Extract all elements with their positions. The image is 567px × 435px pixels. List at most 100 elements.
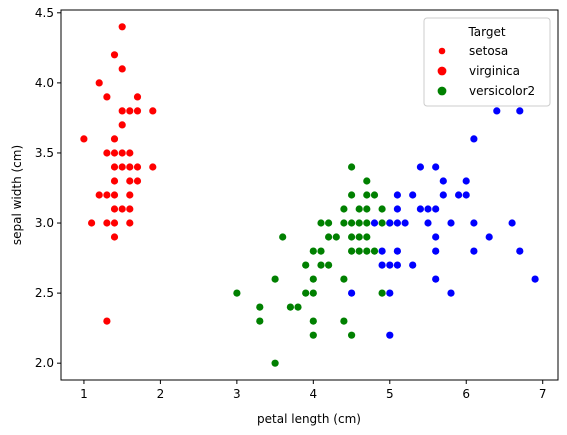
point-setosa <box>133 107 142 115</box>
point-setosa <box>133 163 142 171</box>
point-setosa <box>110 219 119 227</box>
legend-entries: setosa virginica versicolor2 <box>437 44 535 98</box>
point-setosa <box>126 149 134 157</box>
point-setosa <box>110 177 119 185</box>
point-virginica <box>432 247 440 255</box>
point-versicolor2 <box>363 191 371 199</box>
point-setosa <box>95 191 103 199</box>
point-virginica <box>393 261 401 269</box>
x-tick-label: 5 <box>386 387 394 401</box>
point-versicolor2 <box>363 233 371 241</box>
point-virginica <box>531 275 539 283</box>
point-setosa <box>110 205 119 213</box>
point-virginica <box>470 247 478 255</box>
point-versicolor2 <box>302 261 310 269</box>
x-tick-label: 7 <box>539 387 547 401</box>
point-virginica <box>432 275 440 283</box>
point-versicolor2 <box>355 247 363 255</box>
legend: Target setosa virginica versicolor2 <box>423 17 551 107</box>
point-virginica <box>401 219 409 227</box>
y-tick-label: 4.5 <box>35 6 54 20</box>
point-virginica <box>409 191 417 199</box>
point-versicolor2 <box>340 205 348 213</box>
point-setosa <box>103 191 111 199</box>
point-setosa <box>118 23 126 31</box>
point-versicolor2 <box>363 219 371 227</box>
point-versicolor2 <box>309 275 317 283</box>
point-virginica <box>439 191 447 199</box>
point-versicolor2 <box>348 331 356 339</box>
point-setosa <box>118 107 126 115</box>
point-versicolor2 <box>325 219 333 227</box>
point-virginica <box>516 107 524 115</box>
y-tick-label: 2.5 <box>35 286 54 300</box>
point-setosa <box>110 135 119 143</box>
point-setosa <box>103 219 111 227</box>
point-setosa <box>126 163 134 171</box>
legend-label-virginica: virginica <box>469 64 520 78</box>
point-setosa <box>126 219 134 227</box>
point-versicolor2 <box>348 219 356 227</box>
point-versicolor2 <box>378 219 386 227</box>
legend-frame <box>423 17 551 107</box>
x-axis: 1 2 3 4 5 6 7 <box>80 380 547 401</box>
point-versicolor2 <box>340 275 348 283</box>
point-setosa <box>133 93 142 101</box>
point-versicolor2 <box>309 317 317 325</box>
point-versicolor2 <box>363 205 371 213</box>
point-setosa <box>126 107 134 115</box>
point-virginica <box>386 261 394 269</box>
point-virginica <box>370 219 379 227</box>
point-versicolor2 <box>332 233 340 241</box>
point-setosa <box>95 79 103 87</box>
point-setosa <box>118 65 126 73</box>
point-virginica <box>393 191 401 199</box>
x-tick-label: 6 <box>462 387 470 401</box>
point-setosa <box>126 205 134 213</box>
point-virginica <box>416 205 424 213</box>
point-versicolor2 <box>233 289 241 297</box>
point-versicolor2 <box>256 317 264 325</box>
legend-title: Target <box>467 25 505 39</box>
point-virginica <box>455 191 463 199</box>
point-virginica <box>378 247 386 255</box>
y-axis-label: sepal width (cm) <box>10 145 24 245</box>
point-virginica <box>485 233 493 241</box>
point-virginica <box>348 289 356 297</box>
point-versicolor2 <box>256 303 264 311</box>
point-versicolor2 <box>370 191 379 199</box>
point-versicolor2 <box>348 233 356 241</box>
point-versicolor2 <box>355 233 363 241</box>
point-virginica <box>462 191 470 199</box>
point-versicolor2 <box>348 247 356 255</box>
point-virginica <box>393 247 401 255</box>
point-versicolor2 <box>355 205 363 213</box>
point-setosa <box>88 219 96 227</box>
point-versicolor2 <box>279 233 287 241</box>
point-versicolor2 <box>348 191 356 199</box>
point-versicolor2 <box>340 219 348 227</box>
y-axis: 2.0 2.5 3.0 3.5 4.0 4.5 <box>35 6 61 370</box>
points-layer <box>80 23 539 367</box>
x-axis-label: petal length (cm) <box>257 412 361 426</box>
y-tick-label: 2.0 <box>35 356 54 370</box>
x-tick-label: 1 <box>80 387 88 401</box>
point-virginica <box>424 205 432 213</box>
point-virginica <box>386 331 394 339</box>
point-virginica <box>386 219 394 227</box>
point-virginica <box>462 177 470 185</box>
point-virginica <box>424 219 432 227</box>
point-virginica <box>447 219 455 227</box>
point-versicolor2 <box>271 359 279 367</box>
x-tick-label: 4 <box>310 387 318 401</box>
point-setosa <box>103 149 111 157</box>
point-versicolor2 <box>309 289 317 297</box>
point-versicolor2 <box>340 317 348 325</box>
point-setosa <box>126 177 134 185</box>
point-versicolor2 <box>302 289 310 297</box>
point-virginica <box>447 289 455 297</box>
point-virginica <box>393 205 401 213</box>
point-virginica <box>432 233 440 241</box>
point-virginica <box>432 163 440 171</box>
